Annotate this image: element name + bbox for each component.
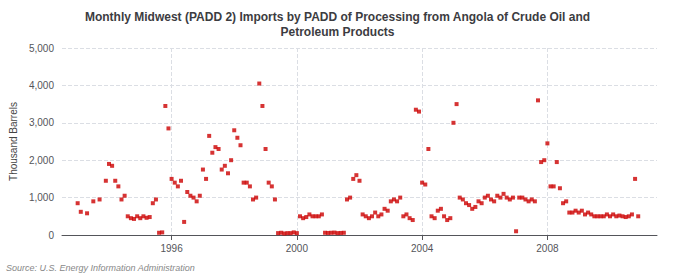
- svg-text:1,000: 1,000: [29, 192, 54, 203]
- svg-text:Monthly Midwest (PADD 2) Impor: Monthly Midwest (PADD 2) Imports by PADD…: [85, 10, 590, 24]
- svg-text:Thousand Barrels: Thousand Barrels: [8, 102, 19, 181]
- svg-text:0: 0: [48, 230, 54, 241]
- svg-text:1996: 1996: [160, 243, 183, 254]
- svg-text:2008: 2008: [536, 243, 559, 254]
- svg-text:3,000: 3,000: [29, 117, 54, 128]
- svg-text:Source: U.S. Energy Informatio: Source: U.S. Energy Information Administ…: [6, 263, 195, 273]
- svg-text:2004: 2004: [411, 243, 434, 254]
- svg-text:4,000: 4,000: [29, 80, 54, 91]
- svg-text:2,000: 2,000: [29, 155, 54, 166]
- svg-text:5,000: 5,000: [29, 43, 54, 54]
- svg-text:2000: 2000: [286, 243, 309, 254]
- svg-text:Petroleum Products: Petroleum Products: [280, 25, 394, 39]
